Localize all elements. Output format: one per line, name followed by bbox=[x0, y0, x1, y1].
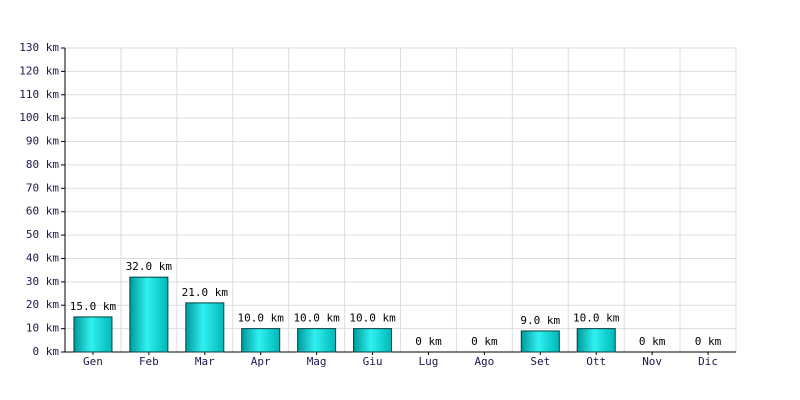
x-tick-label: Ott bbox=[586, 355, 606, 368]
y-tick-label: 30 km bbox=[26, 275, 59, 288]
x-tick-label: Lug bbox=[419, 355, 439, 368]
x-tick-label: Apr bbox=[251, 355, 271, 368]
x-tick-label: Giu bbox=[363, 355, 383, 368]
value-label: 9.0 km bbox=[520, 314, 560, 327]
value-label: 10.0 km bbox=[573, 312, 620, 325]
value-label: 0 km bbox=[695, 335, 722, 348]
x-tick-label: Gen bbox=[83, 355, 103, 368]
value-label: 0 km bbox=[639, 335, 666, 348]
bar bbox=[185, 302, 225, 353]
bar bbox=[353, 328, 393, 353]
y-tick-label: 90 km bbox=[26, 135, 59, 148]
bar bbox=[73, 316, 113, 353]
value-label: 21.0 km bbox=[182, 286, 229, 299]
value-label: 0 km bbox=[471, 335, 498, 348]
bar bbox=[297, 328, 337, 353]
y-tick-label: 20 km bbox=[26, 298, 59, 311]
x-tick-label: Mag bbox=[307, 355, 327, 368]
y-tick-label: 0 km bbox=[33, 345, 60, 358]
y-tick-label: 80 km bbox=[26, 158, 59, 171]
y-tick-label: 70 km bbox=[26, 181, 59, 194]
grid bbox=[61, 47, 737, 355]
bar bbox=[520, 330, 560, 353]
y-tick-label: 60 km bbox=[26, 205, 59, 218]
bar bbox=[241, 328, 281, 353]
x-tick-label: Feb bbox=[139, 355, 159, 368]
y-tick-label: 110 km bbox=[19, 88, 59, 101]
x-tick-label: Set bbox=[530, 355, 550, 368]
value-label: 32.0 km bbox=[126, 260, 173, 273]
value-label: 0 km bbox=[415, 335, 442, 348]
value-label: 10.0 km bbox=[293, 312, 340, 325]
bars bbox=[73, 276, 616, 353]
y-tick-label: 120 km bbox=[19, 64, 59, 77]
bar bbox=[129, 276, 169, 353]
value-label: 10.0 km bbox=[238, 312, 285, 325]
y-tick-label: 10 km bbox=[26, 322, 59, 335]
value-label: 10.0 km bbox=[349, 312, 396, 325]
x-tick-label: Dic bbox=[698, 355, 718, 368]
bar bbox=[576, 328, 616, 353]
x-tick-label: Nov bbox=[642, 355, 662, 368]
y-tick-label: 50 km bbox=[26, 228, 59, 241]
y-tick-label: 100 km bbox=[19, 111, 59, 124]
value-label: 15.0 km bbox=[70, 300, 117, 313]
labels: 0 km 10 km 20 km 30 km 40 km 50 km 60 km 70 km 8… bbox=[19, 41, 721, 368]
y-tick-label: 130 km bbox=[19, 41, 59, 54]
x-tick-label: Ago bbox=[474, 355, 494, 368]
y-tick-label: 40 km bbox=[26, 251, 59, 264]
x-tick-label: Mar bbox=[195, 355, 215, 368]
